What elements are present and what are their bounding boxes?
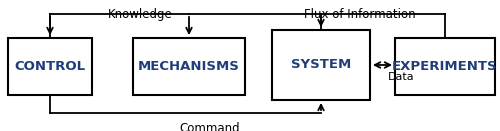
Text: Knowledge: Knowledge: [108, 8, 172, 21]
Text: CONTROL: CONTROL: [14, 60, 86, 73]
Text: EXPERIMENTS: EXPERIMENTS: [392, 60, 498, 73]
Text: SYSTEM: SYSTEM: [291, 59, 351, 72]
Bar: [133, 38, 245, 95]
Bar: [272, 30, 370, 100]
Bar: [8, 38, 92, 95]
Bar: [395, 38, 495, 95]
Text: MECHANISMS: MECHANISMS: [138, 60, 240, 73]
Text: Flux of Information: Flux of Information: [304, 8, 416, 21]
Text: Data: Data: [388, 72, 414, 82]
Text: Command: Command: [180, 122, 240, 131]
